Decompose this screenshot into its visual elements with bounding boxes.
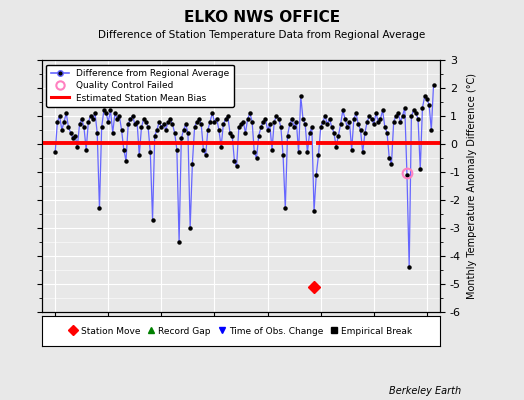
- Text: ELKO NWS OFFICE: ELKO NWS OFFICE: [184, 10, 340, 25]
- Text: Berkeley Earth: Berkeley Earth: [389, 386, 461, 396]
- Text: Difference of Station Temperature Data from Regional Average: Difference of Station Temperature Data f…: [99, 30, 425, 40]
- Legend: Difference from Regional Average, Quality Control Failed, Estimated Station Mean: Difference from Regional Average, Qualit…: [47, 64, 234, 107]
- Legend: Station Move, Record Gap, Time of Obs. Change, Empirical Break: Station Move, Record Gap, Time of Obs. C…: [67, 324, 415, 338]
- Y-axis label: Monthly Temperature Anomaly Difference (°C): Monthly Temperature Anomaly Difference (…: [466, 73, 476, 299]
